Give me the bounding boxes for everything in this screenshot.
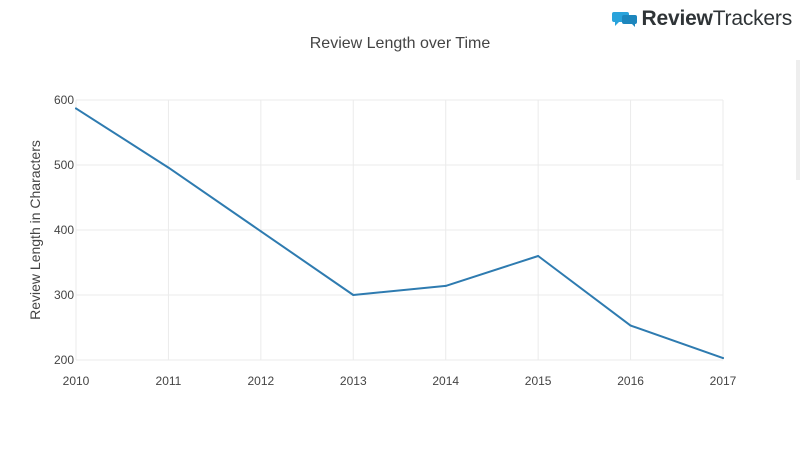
x-tick-label: 2014 <box>432 374 459 388</box>
data-point <box>259 230 262 233</box>
y-tick-label: 500 <box>54 158 74 172</box>
data-point <box>75 107 77 110</box>
brand-name-part1: Review <box>641 7 713 30</box>
scroll-edge <box>796 60 800 180</box>
data-point <box>629 324 632 327</box>
data-point <box>444 284 447 287</box>
y-tick-label: 600 <box>54 93 74 107</box>
y-axis: 200 300 400 500 600 <box>54 93 74 367</box>
y-tick-label: 300 <box>54 288 74 302</box>
brand-name-part2: Trackers <box>712 7 792 30</box>
x-tick-label: 2013 <box>340 374 367 388</box>
data-point <box>352 294 355 296</box>
chart-title: Review Length over Time <box>310 35 491 52</box>
y-tick-label: 400 <box>54 223 74 237</box>
speech-bubbles-logo-icon <box>611 12 637 27</box>
x-tick-label: 2016 <box>617 374 644 388</box>
x-tick-label: 2017 <box>710 374 737 388</box>
brand-logo: ReviewTrackers <box>611 7 793 31</box>
x-tick-label: 2012 <box>248 374 275 388</box>
x-tick-label: 2015 <box>525 374 552 388</box>
x-tick-label: 2010 <box>63 374 90 388</box>
series-line <box>75 107 724 360</box>
brand-name: ReviewTrackers <box>641 7 793 31</box>
series-lines <box>75 107 724 360</box>
y-tick-label: 200 <box>54 353 74 367</box>
grid <box>75 99 724 361</box>
x-axis: 2010 2011 2012 2013 2014 2015 2016 2017 <box>63 374 737 388</box>
data-point <box>537 255 540 257</box>
x-tick-label: 2011 <box>156 374 182 388</box>
y-axis-label: Review Length in Characters <box>27 140 43 320</box>
data-point <box>167 166 170 169</box>
data-point <box>722 357 724 360</box>
